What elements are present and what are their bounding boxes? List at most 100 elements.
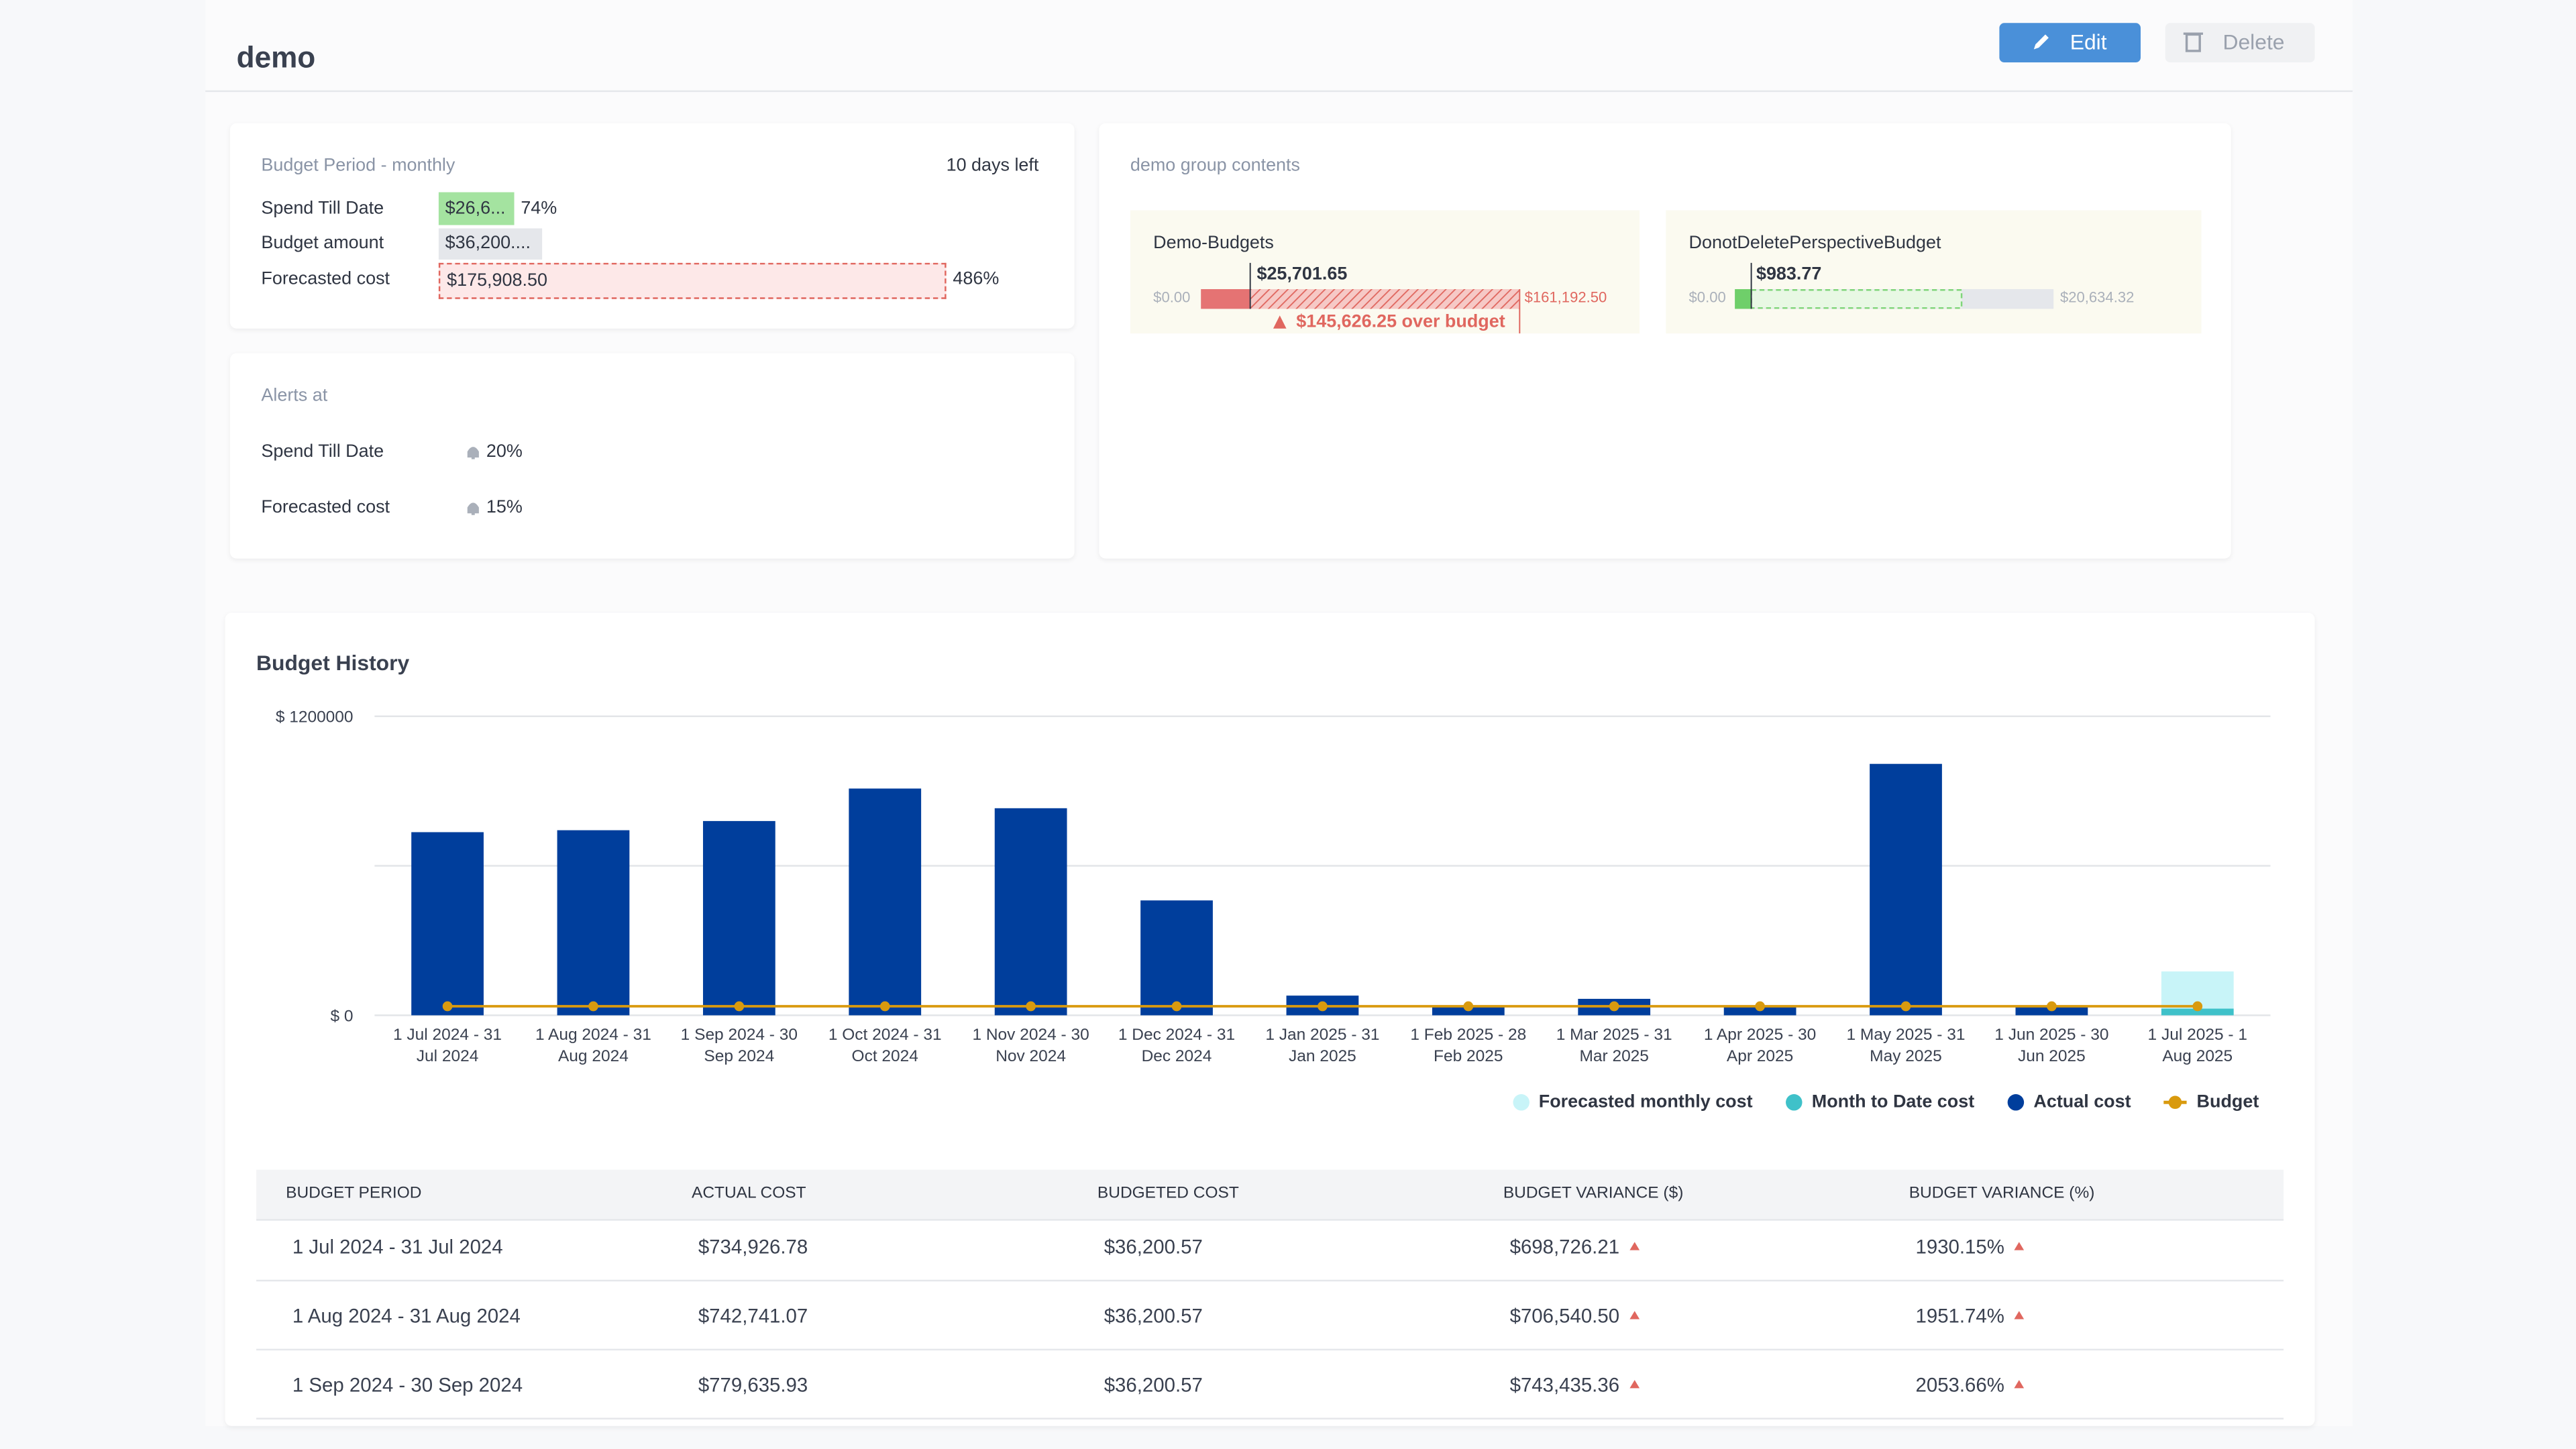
- row-pct: 486%: [953, 269, 1000, 290]
- cell-text: $734,926.78: [698, 1235, 808, 1258]
- cell-text: 1951.74%: [1915, 1304, 2004, 1328]
- item-spend: $983.77: [1756, 264, 1822, 284]
- cell-text: $779,635.93: [698, 1373, 808, 1397]
- budget-bar: $36,200....: [438, 228, 543, 260]
- item-warning: $145,626.25 over budget: [1296, 312, 1505, 332]
- budget-point: [1463, 1001, 1474, 1012]
- table-cell: $36,200.57: [1104, 1304, 1203, 1327]
- history-card: [225, 612, 2315, 1426]
- column-header: BUDGET PERIOD: [286, 1184, 422, 1203]
- budget-point: [1609, 1001, 1619, 1012]
- edit-button[interactable]: Edit: [1999, 23, 2141, 63]
- budget-point: [1755, 1001, 1765, 1012]
- bell-icon: [467, 502, 479, 515]
- legend-icon: [2163, 1095, 2187, 1110]
- up-arrow: [1629, 1380, 1640, 1389]
- row-divider: [256, 1417, 2284, 1419]
- legend-dot: [2168, 1095, 2182, 1110]
- column-header: BUDGET VARIANCE (%): [1909, 1184, 2095, 1203]
- x-tick-label: 1 Nov 2024 - 30 Nov 2024: [972, 1026, 1089, 1066]
- alert-value: 20%: [486, 441, 523, 462]
- cell-text: 1 Aug 2024 - 31 Aug 2024: [292, 1304, 521, 1328]
- table-cell: $734,926.78: [698, 1236, 808, 1258]
- delete-button[interactable]: Delete: [2165, 23, 2315, 63]
- item-min: $0.00: [1688, 289, 1726, 306]
- chart-title: Budget History: [256, 650, 410, 676]
- item-spend: $25,701.65: [1256, 264, 1348, 284]
- row-label: Forecasted cost: [261, 269, 390, 290]
- alerts-card: [229, 353, 1075, 559]
- x-tick-label: 1 Feb 2025 - 28 Feb 2025: [1410, 1026, 1527, 1066]
- legend-label: Actual cost: [2033, 1092, 2131, 1112]
- alert-value: 15%: [486, 498, 523, 518]
- y-tick-label: $ 1200000: [276, 708, 354, 727]
- edit-label: Edit: [2070, 30, 2107, 54]
- forecast-bar: $175,908.50: [438, 262, 947, 299]
- budget-point: [1171, 1001, 1182, 1012]
- x-tick-label: 1 Mar 2025 - 31 Mar 2025: [1556, 1026, 1672, 1066]
- bar: [1870, 763, 1942, 1016]
- cell-text: $743,435.36: [1509, 1373, 1620, 1397]
- budget-point: [2047, 1001, 2057, 1012]
- column-header: BUDGET VARIANCE ($): [1503, 1184, 1684, 1203]
- bar: [849, 788, 922, 1016]
- column-header: BUDGETED COST: [1097, 1184, 1239, 1203]
- cell-text: 2053.66%: [1915, 1373, 2004, 1397]
- item-min: $0.00: [1153, 289, 1191, 306]
- group-item: [1130, 210, 1640, 334]
- budget-point: [2192, 1001, 2203, 1012]
- row-label: Budget amount: [261, 233, 384, 254]
- table-cell: $742,741.07: [698, 1304, 808, 1327]
- delete-label: Delete: [2222, 30, 2285, 54]
- up-arrow: [2014, 1380, 2025, 1389]
- group-card: [1099, 123, 2231, 559]
- legend-label: Month to Date cost: [1811, 1092, 1975, 1112]
- alerts-title: Alerts at: [261, 386, 328, 406]
- x-tick-label: 1 May 2025 - 31 May 2025: [1846, 1026, 1966, 1066]
- cell-text: $742,741.07: [698, 1304, 808, 1328]
- column-header: ACTUAL COST: [692, 1184, 806, 1203]
- alert-label: Forecasted cost: [261, 498, 390, 518]
- days-left: 10 days left: [946, 156, 1039, 176]
- bar: [702, 820, 775, 1016]
- edit-icon: [2033, 34, 2049, 50]
- delete-icon: [2183, 32, 2204, 52]
- cell-text: 1930.15%: [1915, 1235, 2004, 1258]
- header-divider: [205, 90, 2353, 93]
- row-divider: [256, 1348, 2284, 1351]
- bar: [2161, 1008, 2234, 1016]
- table-cell: $36,200.57: [1104, 1373, 1203, 1396]
- up-arrow: [1629, 1311, 1640, 1320]
- table-cell: $36,200.57: [1104, 1236, 1203, 1258]
- cell-text: 1 Sep 2024 - 30 Sep 2024: [292, 1373, 523, 1397]
- cell-text: $698,726.21: [1509, 1235, 1620, 1258]
- cell-text: 1 Jul 2024 - 31 Jul 2024: [292, 1235, 503, 1258]
- row-pct: 74%: [521, 199, 557, 219]
- legend-icon: [1785, 1094, 1803, 1111]
- item-max: $161,192.50: [1524, 289, 1607, 306]
- table-cell: 1 Sep 2024 - 30 Sep 2024: [292, 1373, 523, 1396]
- table-cell: 1 Jul 2024 - 31 Jul 2024: [292, 1236, 503, 1258]
- legend: Forecasted monthly cost Month to Date cos…: [1512, 1092, 2259, 1112]
- table-cell: 2053.66%: [1915, 1373, 2025, 1397]
- budget-point: [1026, 1001, 1036, 1012]
- table-cell: 1930.15%: [1916, 1236, 2025, 1258]
- page-title: demo: [236, 41, 316, 74]
- cell-text: $706,540.50: [1509, 1304, 1620, 1328]
- legend-label: Forecasted monthly cost: [1538, 1092, 1753, 1112]
- item-name: Demo-Budgets: [1153, 233, 1274, 254]
- bar: [1140, 900, 1213, 1016]
- table-cell: $698,726.21: [1510, 1236, 1640, 1258]
- x-tick-label: 1 Jul 2025 - 1 Aug 2025: [2147, 1026, 2247, 1066]
- x-tick-label: 1 Dec 2024 - 31 Dec 2024: [1118, 1026, 1236, 1066]
- y-tick-label: $ 0: [331, 1007, 354, 1025]
- up-arrow: [2014, 1311, 2025, 1320]
- budget-point: [1900, 1001, 1911, 1012]
- up-arrow: [1629, 1242, 1640, 1250]
- cell-text: $36,200.57: [1104, 1373, 1203, 1397]
- legend-item: Budget: [2163, 1093, 2259, 1112]
- bar: [557, 830, 630, 1016]
